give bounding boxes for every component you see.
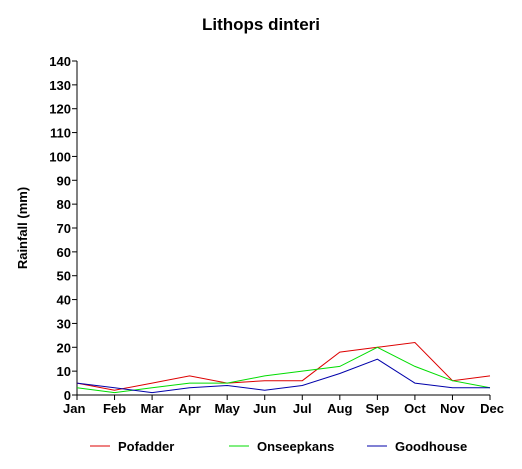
y-tick-label: 40 [57, 293, 71, 308]
y-tick-label: 50 [57, 269, 71, 284]
y-tick-label: 120 [49, 102, 71, 117]
y-tick-label: 30 [57, 316, 71, 331]
x-tick-label: Aug [327, 401, 352, 416]
y-tick-label: 0 [64, 388, 71, 403]
y-tick-label: 60 [57, 245, 71, 260]
y-tick-label: 80 [57, 197, 71, 212]
y-axis-label: Rainfall (mm) [15, 187, 30, 269]
legend-label: Pofadder [118, 439, 174, 454]
x-tick-label: Mar [141, 401, 164, 416]
series-line-goodhouse [76, 358, 490, 394]
series-line-pofadder [76, 341, 491, 391]
x-tick-label: Jun [253, 401, 276, 416]
y-tick-label: 90 [57, 173, 71, 188]
x-tick-label: Apr [178, 401, 200, 416]
x-tick-label: Nov [440, 401, 465, 416]
x-tick-label: Dec [480, 401, 504, 416]
legend-label: Onseepkans [257, 439, 334, 454]
x-tick-label: Jul [293, 401, 312, 416]
y-tick-label: 140 [49, 54, 71, 69]
series-line-onseepkans [76, 346, 491, 394]
y-tick-label: 20 [57, 340, 71, 355]
y-tick-label: 100 [49, 149, 71, 164]
x-tick-label: Jan [63, 401, 85, 416]
x-tick-label: Sep [365, 401, 389, 416]
x-tick-label: May [215, 401, 241, 416]
legend-label: Goodhouse [395, 439, 467, 454]
y-tick-label: 130 [49, 78, 71, 93]
y-tick-label: 110 [50, 126, 71, 141]
x-tick-label: Feb [103, 401, 126, 416]
x-tick-label: Oct [404, 401, 426, 416]
chart-title: Lithops dinteri [202, 15, 320, 34]
y-tick-label: 70 [57, 221, 71, 236]
y-tick-label: 10 [57, 364, 71, 379]
